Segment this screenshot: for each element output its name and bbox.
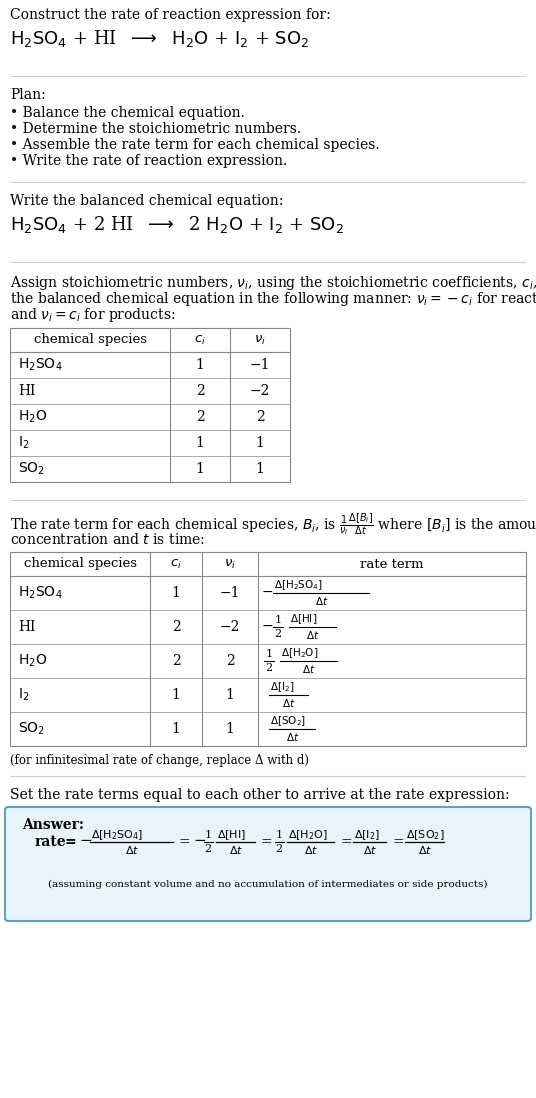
Text: $\Delta t$: $\Delta t$ xyxy=(304,844,318,856)
Text: $\mathsf{SO_2}$: $\mathsf{SO_2}$ xyxy=(18,720,45,737)
Text: • Determine the stoichiometric numbers.: • Determine the stoichiometric numbers. xyxy=(10,122,301,136)
Text: =: = xyxy=(65,834,77,849)
Text: HI: HI xyxy=(18,620,35,634)
Text: 1: 1 xyxy=(265,649,273,659)
Text: 1: 1 xyxy=(226,688,234,702)
Text: $\Delta[\mathsf{HI}]$: $\Delta[\mathsf{HI}]$ xyxy=(290,612,317,626)
Text: Answer:: Answer: xyxy=(22,818,84,832)
Text: 1: 1 xyxy=(256,436,264,450)
Text: $\Delta t$: $\Delta t$ xyxy=(306,629,320,641)
Text: Plan:: Plan: xyxy=(10,88,46,102)
Text: 2: 2 xyxy=(196,410,204,424)
Text: 1: 1 xyxy=(226,722,234,736)
FancyBboxPatch shape xyxy=(5,807,531,921)
Text: the balanced chemical equation in the following manner: $\nu_i = -c_i$ for react: the balanced chemical equation in the fo… xyxy=(10,290,536,309)
Text: $\Delta t$: $\Delta t$ xyxy=(229,844,243,856)
Text: 2: 2 xyxy=(276,844,282,854)
Text: =: = xyxy=(261,834,273,849)
Text: −2: −2 xyxy=(220,620,240,634)
Text: • Balance the chemical equation.: • Balance the chemical equation. xyxy=(10,107,245,120)
Text: $\Delta[\mathsf{SO_2}]$: $\Delta[\mathsf{SO_2}]$ xyxy=(406,828,444,842)
Text: $\mathsf{H_2SO_4}$ + HI  $\longrightarrow$  $\mathsf{H_2O}$ + $\mathsf{I_2}$ + $: $\mathsf{H_2SO_4}$ + HI $\longrightarrow… xyxy=(10,29,309,49)
Text: =: = xyxy=(392,834,404,849)
Text: $\mathsf{H_2SO_4}$ + 2 HI  $\longrightarrow$  2 $\mathsf{H_2O}$ + $\mathsf{I_2}$: $\mathsf{H_2SO_4}$ + 2 HI $\longrightarr… xyxy=(10,214,344,235)
Text: −: − xyxy=(193,834,206,848)
Bar xyxy=(10,328,290,482)
Text: $\Delta[\mathsf{H_2SO_4}]$: $\Delta[\mathsf{H_2SO_4}]$ xyxy=(274,578,323,592)
Text: (for infinitesimal rate of change, replace Δ with d): (for infinitesimal rate of change, repla… xyxy=(10,754,309,768)
Text: 1: 1 xyxy=(256,462,264,477)
Text: 2: 2 xyxy=(172,620,181,634)
Text: −2: −2 xyxy=(250,384,270,397)
Text: 1: 1 xyxy=(274,615,281,625)
Text: $\Delta t$: $\Delta t$ xyxy=(286,731,299,743)
Text: −: − xyxy=(262,619,273,634)
Text: −1: −1 xyxy=(220,586,240,600)
Text: −: − xyxy=(79,834,92,848)
Text: 1: 1 xyxy=(172,586,181,600)
Text: =: = xyxy=(179,834,191,849)
Text: $\Delta t$: $\Delta t$ xyxy=(125,844,139,856)
Bar xyxy=(10,552,526,746)
Text: 1: 1 xyxy=(196,436,204,450)
Text: 1: 1 xyxy=(196,358,204,372)
Text: 2: 2 xyxy=(196,384,204,397)
Text: $\Delta[\mathsf{H_2O}]$: $\Delta[\mathsf{H_2O}]$ xyxy=(288,828,328,842)
Text: 2: 2 xyxy=(265,663,273,673)
Text: (assuming constant volume and no accumulation of intermediates or side products): (assuming constant volume and no accumul… xyxy=(48,879,488,889)
Text: $\mathsf{H_2SO_4}$: $\mathsf{H_2SO_4}$ xyxy=(18,357,63,373)
Text: 2: 2 xyxy=(226,654,234,668)
Text: 2: 2 xyxy=(274,629,281,639)
Text: 1: 1 xyxy=(172,688,181,702)
Text: −1: −1 xyxy=(250,358,270,372)
Text: $\Delta t$: $\Delta t$ xyxy=(315,595,328,607)
Text: $\mathsf{I_2}$: $\mathsf{I_2}$ xyxy=(18,687,29,703)
Text: concentration and $t$ is time:: concentration and $t$ is time: xyxy=(10,533,205,547)
Text: rate: rate xyxy=(35,834,66,849)
Text: $\Delta[\mathsf{SO_2}]$: $\Delta[\mathsf{SO_2}]$ xyxy=(270,714,306,728)
Text: • Assemble the rate term for each chemical species.: • Assemble the rate term for each chemic… xyxy=(10,138,379,152)
Text: 2: 2 xyxy=(204,844,212,854)
Text: $\mathsf{H_2O}$: $\mathsf{H_2O}$ xyxy=(18,653,47,669)
Text: Set the rate terms equal to each other to arrive at the rate expression:: Set the rate terms equal to each other t… xyxy=(10,788,510,802)
Text: $\Delta t$: $\Delta t$ xyxy=(418,844,432,856)
Text: $c_i$: $c_i$ xyxy=(170,558,182,571)
Text: $\mathsf{H_2SO_4}$: $\mathsf{H_2SO_4}$ xyxy=(18,585,63,602)
Text: • Write the rate of reaction expression.: • Write the rate of reaction expression. xyxy=(10,154,287,168)
Text: Write the balanced chemical equation:: Write the balanced chemical equation: xyxy=(10,194,284,208)
Text: $\nu_i$: $\nu_i$ xyxy=(224,558,236,571)
Text: $\Delta t$: $\Delta t$ xyxy=(363,844,377,856)
Text: −: − xyxy=(262,585,273,600)
Text: $\Delta t$: $\Delta t$ xyxy=(302,663,316,675)
Text: Assign stoichiometric numbers, $\nu_i$, using the stoichiometric coefficients, $: Assign stoichiometric numbers, $\nu_i$, … xyxy=(10,274,536,292)
Text: =: = xyxy=(340,834,352,849)
Text: chemical species: chemical species xyxy=(33,334,146,347)
Text: The rate term for each chemical species, $B_i$, is $\frac{1}{\nu_i}\frac{\Delta[: The rate term for each chemical species,… xyxy=(10,512,536,538)
Text: $\nu_i$: $\nu_i$ xyxy=(254,334,266,347)
Text: chemical species: chemical species xyxy=(24,558,137,571)
Text: $\Delta t$: $\Delta t$ xyxy=(282,697,296,709)
Text: 1: 1 xyxy=(276,830,282,840)
Text: $\Delta[\mathsf{H_2SO_4}]$: $\Delta[\mathsf{H_2SO_4}]$ xyxy=(91,828,143,842)
Text: $\Delta[\mathsf{HI}]$: $\Delta[\mathsf{HI}]$ xyxy=(217,828,246,842)
Text: and $\nu_i = c_i$ for products:: and $\nu_i = c_i$ for products: xyxy=(10,306,175,324)
Text: 1: 1 xyxy=(196,462,204,477)
Text: $\mathsf{H_2O}$: $\mathsf{H_2O}$ xyxy=(18,408,47,425)
Text: $\Delta[\mathsf{I_2}]$: $\Delta[\mathsf{I_2}]$ xyxy=(270,680,294,694)
Text: $c_i$: $c_i$ xyxy=(194,334,206,347)
Text: Construct the rate of reaction expression for:: Construct the rate of reaction expressio… xyxy=(10,8,331,22)
Text: 1: 1 xyxy=(172,722,181,736)
Text: $\mathsf{SO_2}$: $\mathsf{SO_2}$ xyxy=(18,461,45,478)
Text: 1: 1 xyxy=(204,830,212,840)
Text: $\mathsf{I_2}$: $\mathsf{I_2}$ xyxy=(18,435,29,451)
Text: $\Delta[\mathsf{H_2O}]$: $\Delta[\mathsf{H_2O}]$ xyxy=(281,646,318,660)
Text: rate term: rate term xyxy=(360,558,424,571)
Text: 2: 2 xyxy=(256,410,264,424)
Text: 2: 2 xyxy=(172,654,181,668)
Text: HI: HI xyxy=(18,384,35,397)
Text: $\Delta[\mathsf{I_2}]$: $\Delta[\mathsf{I_2}]$ xyxy=(354,828,380,842)
